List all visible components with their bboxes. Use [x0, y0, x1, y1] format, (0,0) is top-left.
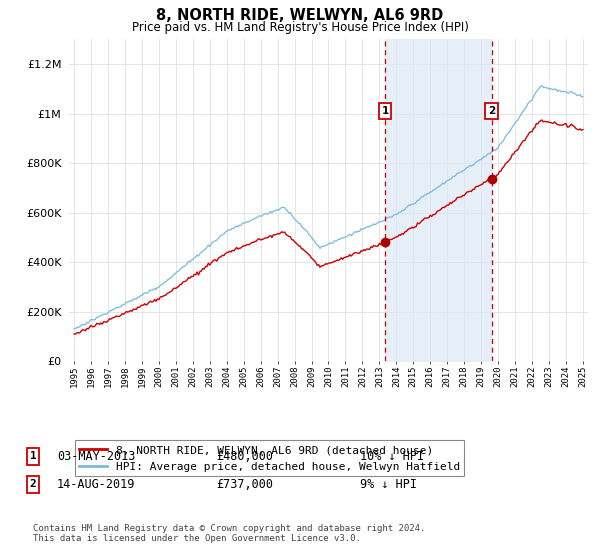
Text: 14-AUG-2019: 14-AUG-2019: [57, 478, 136, 491]
Text: £737,000: £737,000: [216, 478, 273, 491]
Text: 1: 1: [382, 106, 389, 116]
Text: 10% ↓ HPI: 10% ↓ HPI: [360, 450, 424, 463]
Text: £480,000: £480,000: [216, 450, 273, 463]
Text: Contains HM Land Registry data © Crown copyright and database right 2024.
This d: Contains HM Land Registry data © Crown c…: [33, 524, 425, 543]
Text: 8, NORTH RIDE, WELWYN, AL6 9RD: 8, NORTH RIDE, WELWYN, AL6 9RD: [157, 8, 443, 24]
Text: 9% ↓ HPI: 9% ↓ HPI: [360, 478, 417, 491]
Text: 2: 2: [29, 479, 37, 489]
Text: Price paid vs. HM Land Registry's House Price Index (HPI): Price paid vs. HM Land Registry's House …: [131, 21, 469, 34]
Text: 03-MAY-2013: 03-MAY-2013: [57, 450, 136, 463]
Text: 2: 2: [488, 106, 495, 116]
Legend: 8, NORTH RIDE, WELWYN, AL6 9RD (detached house), HPI: Average price, detached ho: 8, NORTH RIDE, WELWYN, AL6 9RD (detached…: [74, 440, 464, 477]
Text: 1: 1: [29, 451, 37, 461]
